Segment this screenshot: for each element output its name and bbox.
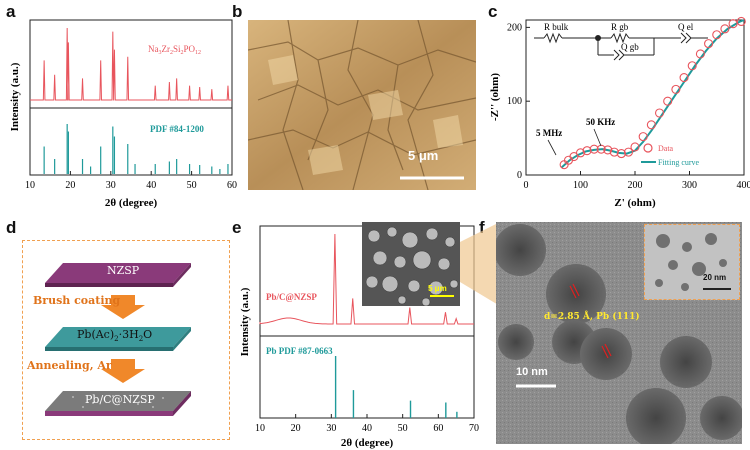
eis-data-point xyxy=(616,149,626,159)
eis-data-point xyxy=(654,108,665,118)
eis-data-point xyxy=(638,132,648,142)
eis-data-point xyxy=(671,84,681,94)
legend-data-marker xyxy=(643,143,653,153)
eis-data-point xyxy=(679,73,689,83)
tem-f-annotation: d=2.85 Å, Pb (111) xyxy=(544,312,640,322)
panel-label-e: e xyxy=(232,218,242,237)
xrd-e-ylabel: Intensity (a.u.) xyxy=(239,287,251,356)
eis-xtick: 100 xyxy=(573,180,588,191)
eis-fit-curve xyxy=(560,19,745,169)
eis-legend-fit: Fitting curve xyxy=(658,158,700,167)
eis-xlabel: Z' (ohm) xyxy=(614,197,656,209)
xrd-a-xtick: 10 xyxy=(25,180,35,191)
zoom-connector xyxy=(460,222,500,306)
xrd-e-xtick: 70 xyxy=(469,423,479,434)
tem-f-scale-label: 10 nm xyxy=(516,366,548,378)
eis-data-point xyxy=(720,24,730,34)
xrd-a-ylabel: Intensity (a.u.) xyxy=(9,62,21,131)
eis-ytick: 200 xyxy=(507,22,522,33)
eis-data-point xyxy=(695,49,705,59)
equivalent-circuit xyxy=(534,32,708,61)
eis-ann-50khz: 50 KHz xyxy=(586,117,615,127)
eis-ytick: 100 xyxy=(507,96,522,107)
eis-data-point xyxy=(596,144,606,154)
xrd-a-xtick: 60 xyxy=(227,180,237,191)
sem-image-b: 5 μm xyxy=(248,20,476,190)
eis-data-point xyxy=(712,30,722,40)
eis-xtick: 200 xyxy=(628,180,643,191)
eis-data-point xyxy=(736,16,746,27)
panel-label-c: c xyxy=(488,2,498,21)
step-annealing: Annealing, Ar xyxy=(27,359,112,372)
panel-label-d: d xyxy=(6,218,17,237)
eis-xtick: 300 xyxy=(682,180,697,191)
layer-pbac-label: Pb(Ac)2·3H2O xyxy=(77,328,153,344)
xrd-e-lower-legend: Pb PDF #87-0663 xyxy=(266,346,333,356)
eis-data-point xyxy=(663,96,673,106)
xrd-e-xtick: 40 xyxy=(362,423,372,434)
eis-data-point xyxy=(623,147,634,157)
xrd-e-xtick: 10 xyxy=(255,423,265,434)
sem-b-scale-label: 5 μm xyxy=(408,148,439,163)
circuit-rbulk: R bulk xyxy=(544,22,569,32)
xrd-e-xtick: 30 xyxy=(326,423,336,434)
xrd-e-xlabel: 2θ (degree) xyxy=(341,437,394,449)
circuit-qgb: Q gb xyxy=(621,42,639,52)
xrd-e-upper-trace xyxy=(259,233,474,325)
tem-image-f: d=2.85 Å, Pb (111) 10 nm 20 nm xyxy=(496,222,742,444)
tem-inset-scale-label: 20 nm xyxy=(703,273,727,282)
eis-data-point xyxy=(589,144,599,154)
eis-data-point xyxy=(728,19,738,29)
xrd-a-xtick: 50 xyxy=(187,180,197,191)
eis-data-point xyxy=(575,148,586,158)
xrd-a-xtick: 30 xyxy=(106,180,116,191)
eis-xtick: 0 xyxy=(524,180,529,191)
layer-nzsp-label: NZSP xyxy=(107,264,140,277)
eis-data-point xyxy=(687,61,697,71)
panel-label-a: a xyxy=(6,2,16,21)
xrd-chart-e: 10 20 30 40 50 60 70 Pb/C@NZSP Pb PDF #87-0663… xyxy=(239,225,479,449)
eis-data-point xyxy=(603,145,613,155)
layer-pbc-label: Pb/C@NZSP xyxy=(85,393,155,406)
eis-data-point xyxy=(630,142,640,152)
circuit-qel: Q el xyxy=(678,22,694,32)
xrd-a-xtick: 20 xyxy=(65,180,75,191)
eis-legend-data: Data xyxy=(658,144,674,153)
eis-data-point xyxy=(582,146,592,156)
xrd-e-xtick: 50 xyxy=(398,423,408,434)
panel-label-b: b xyxy=(232,2,243,21)
eis-data-point xyxy=(609,147,619,157)
xrd-chart-a: 10 20 30 40 50 60 Na3Zr2Si2PO12 PDF #84-1200 … xyxy=(9,19,237,209)
eis-chart-c: 0 100 200 300 400 0 100 200 R bulk R gb Q el Q … xyxy=(489,16,750,209)
tem-inset-f: 20 nm xyxy=(644,224,740,300)
step-brush-coating: Brush coating xyxy=(33,294,121,307)
eis-data-point xyxy=(704,39,714,49)
sem-e-scale-label: 5 μm xyxy=(428,284,447,293)
xrd-e-xtick: 60 xyxy=(433,423,443,434)
arrow-1 xyxy=(101,295,145,319)
eis-ytick: 0 xyxy=(517,170,522,181)
schematic-d: NZSP Brush coating Pb(Ac)2·3H2O Annealin… xyxy=(22,240,230,440)
eis-ylabel: -Z'' (ohm) xyxy=(489,73,501,121)
eis-data-point xyxy=(646,120,656,130)
xrd-a-upper-trace xyxy=(30,27,232,101)
sem-inset-e: 5 μm xyxy=(362,222,460,306)
xrd-e-xtick: 20 xyxy=(291,423,301,434)
eis-xtick: 400 xyxy=(737,180,750,191)
panel-label-f: f xyxy=(479,218,485,237)
eis-ann-5mhz: 5 MHz xyxy=(536,128,562,138)
xrd-a-upper-legend: Na3Zr2Si2PO12 xyxy=(148,44,201,56)
xrd-a-xtick: 40 xyxy=(146,180,156,191)
xrd-a-xlabel: 2θ (degree) xyxy=(105,197,158,209)
xrd-a-lower-legend: PDF #84-1200 xyxy=(150,124,204,134)
arrow-2 xyxy=(101,359,145,383)
xrd-e-upper-legend: Pb/C@NZSP xyxy=(266,292,317,302)
circuit-rgb: R gb xyxy=(611,22,629,32)
